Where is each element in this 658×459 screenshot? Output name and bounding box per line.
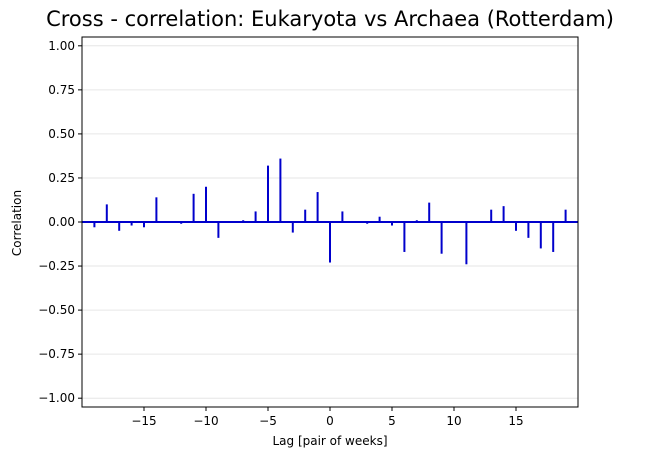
x-tick-label: −15 [131,414,156,428]
y-tick-label: 1.00 [48,39,75,53]
y-tick-label: 0.50 [48,127,75,141]
y-tick-label: 0.25 [48,171,75,185]
y-tick-label: −0.25 [38,259,75,273]
x-tick-label: 10 [446,414,461,428]
x-tick-label: 5 [388,414,396,428]
x-axis-label: Lag [pair of weeks] [272,434,387,448]
y-tick-label: 0.75 [48,83,75,97]
x-tick-label: 0 [326,414,334,428]
y-axis-ticks: 1.00 0.75 0.50 0.25 0.00 −0.25 −0.50 −0.75 −1.00 [38,39,82,405]
x-tick-label: −10 [193,414,218,428]
y-tick-label: −1.00 [38,391,75,405]
y-tick-label: 0.00 [48,215,75,229]
y-tick-label: −0.75 [38,347,75,361]
x-tick-label: −5 [259,414,277,428]
x-axis-ticks: −15 −10 −5 0 5 10 15 [131,407,524,428]
x-tick-label: 15 [508,414,523,428]
stem-series [93,158,567,265]
y-tick-label: −0.50 [38,303,75,317]
y-axis-label: Correlation [10,190,24,256]
chart-title: Cross - correlation: Eukaryota vs Archae… [46,7,614,31]
